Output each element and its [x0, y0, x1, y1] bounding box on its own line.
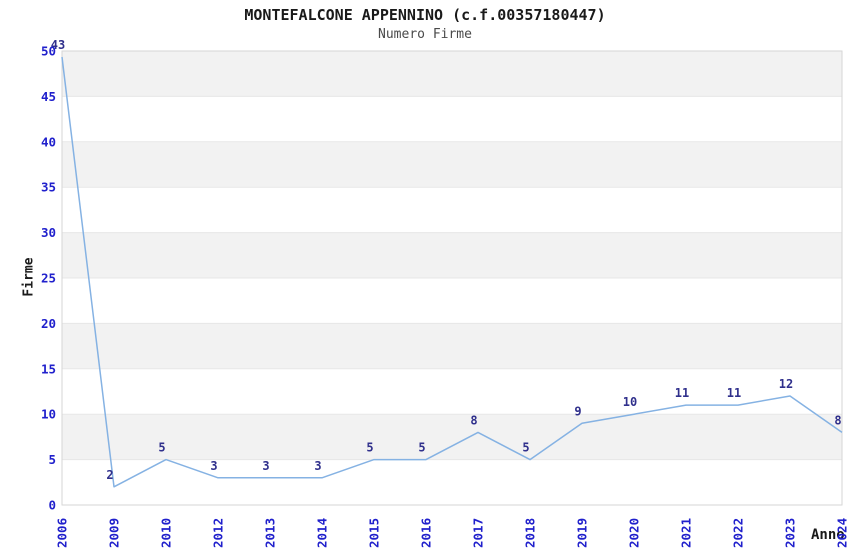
- chart-subtitle: Numero Firme: [378, 27, 472, 42]
- point-label: 2: [106, 468, 113, 482]
- x-tick-label: 2010: [159, 518, 174, 548]
- y-tick-label: 50: [41, 44, 56, 59]
- data-line: [61, 56, 843, 488]
- y-tick-label: 0: [48, 498, 56, 513]
- x-tick-label: 2016: [419, 518, 434, 548]
- x-tick-label: 2012: [211, 518, 226, 548]
- point-label: 9: [574, 404, 581, 418]
- chart-title: MONTEFALCONE APPENNINO (c.f.00357180447): [244, 6, 606, 24]
- point-label: 10: [623, 395, 637, 409]
- y-tick-label: 35: [41, 180, 56, 195]
- x-tick-label: 2015: [367, 518, 382, 548]
- point-label: 12: [779, 377, 793, 391]
- x-tick-label: 2024: [835, 518, 850, 548]
- x-tick-label: 2020: [627, 518, 642, 548]
- point-label: 5: [522, 441, 529, 455]
- point-label: 5: [418, 441, 425, 455]
- y-tick-label: 40: [41, 134, 56, 149]
- y-tick-label: 15: [41, 361, 56, 376]
- point-label: 3: [210, 459, 217, 473]
- y-tick-label: 45: [41, 89, 56, 104]
- plot-border: [61, 50, 843, 506]
- x-tick-label: 2017: [471, 518, 486, 548]
- x-tick-label: 2023: [783, 518, 798, 548]
- y-tick-label: 30: [41, 225, 56, 240]
- x-tick-label: 2018: [523, 518, 538, 548]
- x-tick-label: 2013: [263, 518, 278, 548]
- point-label: 5: [158, 441, 165, 455]
- x-axis-label: Anno: [811, 527, 845, 543]
- grid-band: [62, 232, 842, 278]
- point-label: 8: [834, 413, 841, 427]
- point-label: 43: [51, 38, 65, 52]
- grid-band: [62, 414, 842, 460]
- x-tick-label: 2014: [315, 518, 330, 548]
- grid-band: [62, 51, 842, 97]
- y-tick-label: 25: [41, 271, 56, 286]
- y-tick-label: 5: [48, 452, 56, 467]
- x-tick-label: 2009: [107, 518, 122, 548]
- point-label: 3: [314, 459, 321, 473]
- x-tick-label: 2021: [679, 518, 694, 548]
- x-tick-label: 2022: [731, 518, 746, 548]
- grid-band: [62, 323, 842, 369]
- point-label: 5: [366, 441, 373, 455]
- point-label: 8: [470, 413, 477, 427]
- x-tick-label: 2019: [575, 518, 590, 548]
- point-label: 11: [727, 386, 741, 400]
- y-tick-label: 10: [41, 407, 56, 422]
- grid-band: [62, 141, 842, 188]
- x-tick-label: 2006: [55, 518, 70, 548]
- point-label: 11: [675, 386, 689, 400]
- y-tick-label: 20: [41, 316, 56, 331]
- point-label: 3: [262, 459, 269, 473]
